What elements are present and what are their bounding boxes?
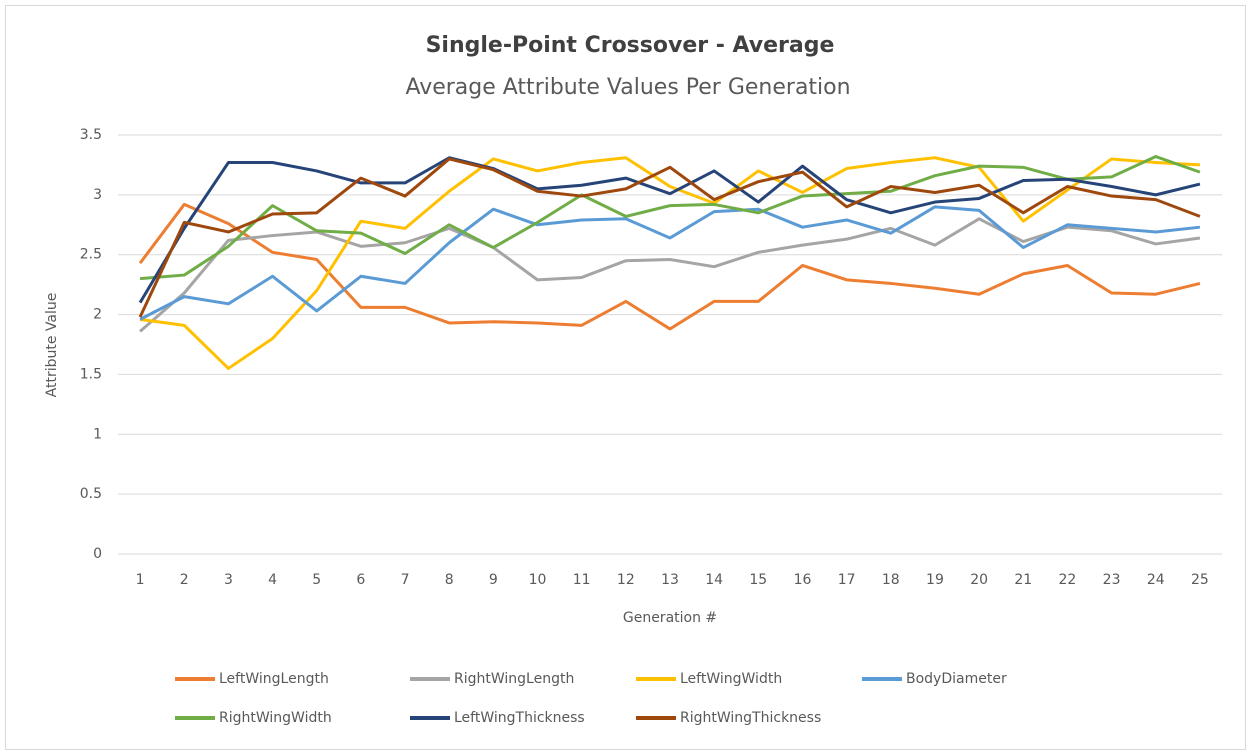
x-tick-label: 16 [794,572,812,588]
legend-label: RightWingThickness [680,710,821,726]
y-tick-label: 1 [93,426,102,442]
x-tick-label: 18 [882,572,900,588]
x-tick-label: 10 [529,572,547,588]
x-tick-label: 4 [268,572,277,588]
legend-label: RightWingLength [454,671,574,687]
y-tick-label: 3 [93,187,102,203]
x-tick-label: 6 [356,572,365,588]
x-tick-label: 7 [401,572,410,588]
chart-subtitle: Average Attribute Values Per Generation [405,75,850,100]
legend-label: LeftWingThickness [454,710,585,726]
series-line [138,157,1201,318]
x-tick-label: 13 [661,572,679,588]
y-tick-label: 2 [93,307,102,323]
x-tick-label: 23 [1103,572,1121,588]
y-tick-label: 0 [93,546,102,562]
legend-label: LeftWingWidth [680,671,782,687]
x-tick-label: 24 [1147,572,1165,588]
y-tick-label: 1.5 [80,366,102,382]
x-tick-label: 5 [312,572,321,588]
series-line [138,156,1201,304]
chart-frame [5,5,1246,750]
y-tick-label: 2.5 [80,247,102,263]
x-tick-label: 9 [489,572,498,588]
x-tick-label: 17 [838,572,856,588]
series-line [139,205,1201,321]
legend-label: LeftWingLength [219,671,329,687]
y-tick-label: 3.5 [80,127,102,143]
x-tick-label: 25 [1191,572,1209,588]
legend-label: RightWingWidth [219,710,332,726]
x-tick-label: 14 [705,572,723,588]
x-tick-label: 12 [617,572,635,588]
x-tick-label: 1 [136,572,145,588]
x-tick-label: 15 [749,572,767,588]
legend-label: BodyDiameter [906,671,1007,687]
series-line [139,156,1201,370]
x-axis-label: Generation # [623,610,717,626]
x-tick-label: 2 [180,572,189,588]
series-line [138,202,1201,331]
x-tick-label: 22 [1059,572,1077,588]
x-tick-label: 3 [224,572,233,588]
y-axis-label: Attribute Value [44,293,60,398]
x-tick-label: 19 [926,572,944,588]
x-tick-label: 8 [445,572,454,588]
y-tick-label: 0.5 [80,486,102,502]
series-line [139,155,1201,281]
x-tick-label: 20 [970,572,988,588]
chart-title: Single-Point Crossover - Average [426,33,835,58]
x-tick-label: 21 [1014,572,1032,588]
x-tick-label: 11 [573,572,591,588]
